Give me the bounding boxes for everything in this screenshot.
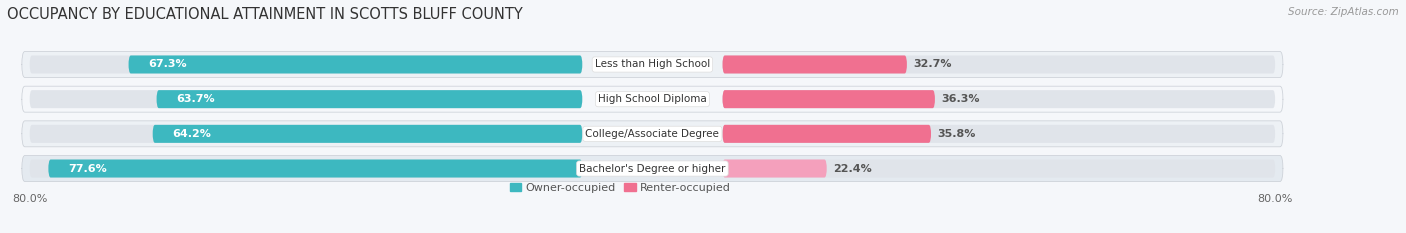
FancyBboxPatch shape (723, 55, 1275, 73)
FancyBboxPatch shape (30, 55, 582, 73)
Text: 64.2%: 64.2% (172, 129, 211, 139)
Text: 35.8%: 35.8% (938, 129, 976, 139)
Text: 22.4%: 22.4% (832, 164, 872, 174)
Text: 32.7%: 32.7% (912, 59, 952, 69)
FancyBboxPatch shape (22, 156, 1282, 182)
FancyBboxPatch shape (723, 160, 1275, 178)
Text: 36.3%: 36.3% (941, 94, 980, 104)
Text: Bachelor's Degree or higher: Bachelor's Degree or higher (579, 164, 725, 174)
FancyBboxPatch shape (30, 160, 582, 178)
FancyBboxPatch shape (723, 160, 827, 178)
Text: High School Diploma: High School Diploma (598, 94, 707, 104)
Text: OCCUPANCY BY EDUCATIONAL ATTAINMENT IN SCOTTS BLUFF COUNTY: OCCUPANCY BY EDUCATIONAL ATTAINMENT IN S… (7, 7, 523, 22)
Text: 67.3%: 67.3% (148, 59, 187, 69)
FancyBboxPatch shape (153, 125, 582, 143)
FancyBboxPatch shape (22, 121, 1282, 147)
FancyBboxPatch shape (723, 125, 931, 143)
FancyBboxPatch shape (22, 86, 1282, 112)
FancyBboxPatch shape (128, 55, 582, 73)
FancyBboxPatch shape (22, 51, 1282, 77)
Text: Less than High School: Less than High School (595, 59, 710, 69)
FancyBboxPatch shape (723, 90, 1275, 108)
Text: Source: ZipAtlas.com: Source: ZipAtlas.com (1288, 7, 1399, 17)
FancyBboxPatch shape (723, 55, 907, 73)
FancyBboxPatch shape (156, 90, 582, 108)
FancyBboxPatch shape (723, 90, 935, 108)
Text: College/Associate Degree: College/Associate Degree (585, 129, 720, 139)
Text: 77.6%: 77.6% (67, 164, 107, 174)
FancyBboxPatch shape (48, 160, 582, 178)
FancyBboxPatch shape (30, 90, 582, 108)
Text: 63.7%: 63.7% (176, 94, 215, 104)
FancyBboxPatch shape (723, 125, 1275, 143)
FancyBboxPatch shape (30, 125, 582, 143)
Legend: Owner-occupied, Renter-occupied: Owner-occupied, Renter-occupied (505, 178, 735, 197)
